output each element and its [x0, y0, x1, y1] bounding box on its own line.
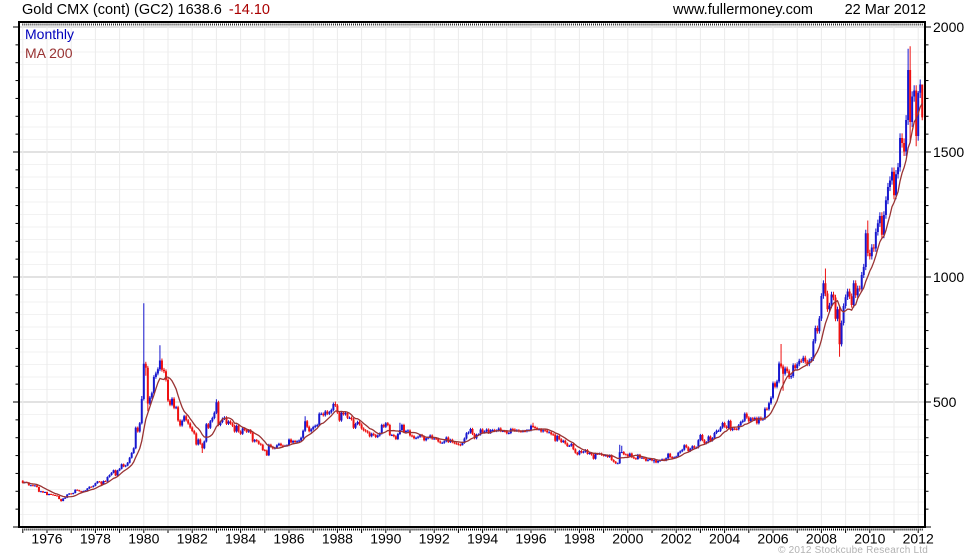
svg-text:1992: 1992: [419, 531, 450, 547]
svg-text:2002: 2002: [661, 531, 692, 547]
svg-text:1988: 1988: [322, 531, 353, 547]
candles-layer: [21, 46, 924, 502]
svg-text:1998: 1998: [564, 531, 595, 547]
svg-text:2000: 2000: [933, 19, 964, 35]
svg-text:1990: 1990: [370, 531, 401, 547]
chart-title: Gold CMX (cont) (GC2) 1638.6 -14.10: [22, 2, 270, 18]
svg-text:1976: 1976: [31, 531, 62, 547]
svg-text:2004: 2004: [709, 531, 740, 547]
svg-text:1000: 1000: [933, 269, 964, 285]
grid-layer: [20, 23, 924, 526]
svg-text:2010: 2010: [854, 531, 885, 547]
axis-ticks: [13, 21, 931, 533]
svg-text:1994: 1994: [467, 531, 498, 547]
svg-text:2012: 2012: [903, 531, 934, 547]
svg-text:1986: 1986: [273, 531, 304, 547]
axis-labels: 2000 1500 1000 500 1976 1978 1980 1982 1984 1986 1…: [31, 19, 964, 547]
svg-text:2008: 2008: [806, 531, 837, 547]
legend-monthly-label: Monthly: [25, 26, 75, 42]
copyright-label: © 2012 Stockcube Research Ltd: [778, 545, 928, 556]
svg-text:1982: 1982: [177, 531, 208, 547]
chart-price-change: -14.10: [228, 2, 270, 18]
svg-text:2006: 2006: [757, 531, 788, 547]
svg-text:1996: 1996: [515, 531, 546, 547]
date-label: 22 Mar 2012: [844, 2, 926, 18]
ma-line: [22, 102, 923, 498]
site-watermark: www.fullermoney.com: [673, 2, 813, 18]
svg-text:500: 500: [933, 394, 957, 410]
chart-title-main: Gold CMX (cont) (GC2) 1638.6: [22, 2, 222, 18]
svg-text:1980: 1980: [128, 531, 159, 547]
svg-text:1984: 1984: [225, 531, 256, 547]
svg-text:1978: 1978: [80, 531, 111, 547]
svg-text:2000: 2000: [612, 531, 643, 547]
legend-ma-label: MA 200: [25, 45, 73, 61]
svg-text:1500: 1500: [933, 144, 964, 160]
